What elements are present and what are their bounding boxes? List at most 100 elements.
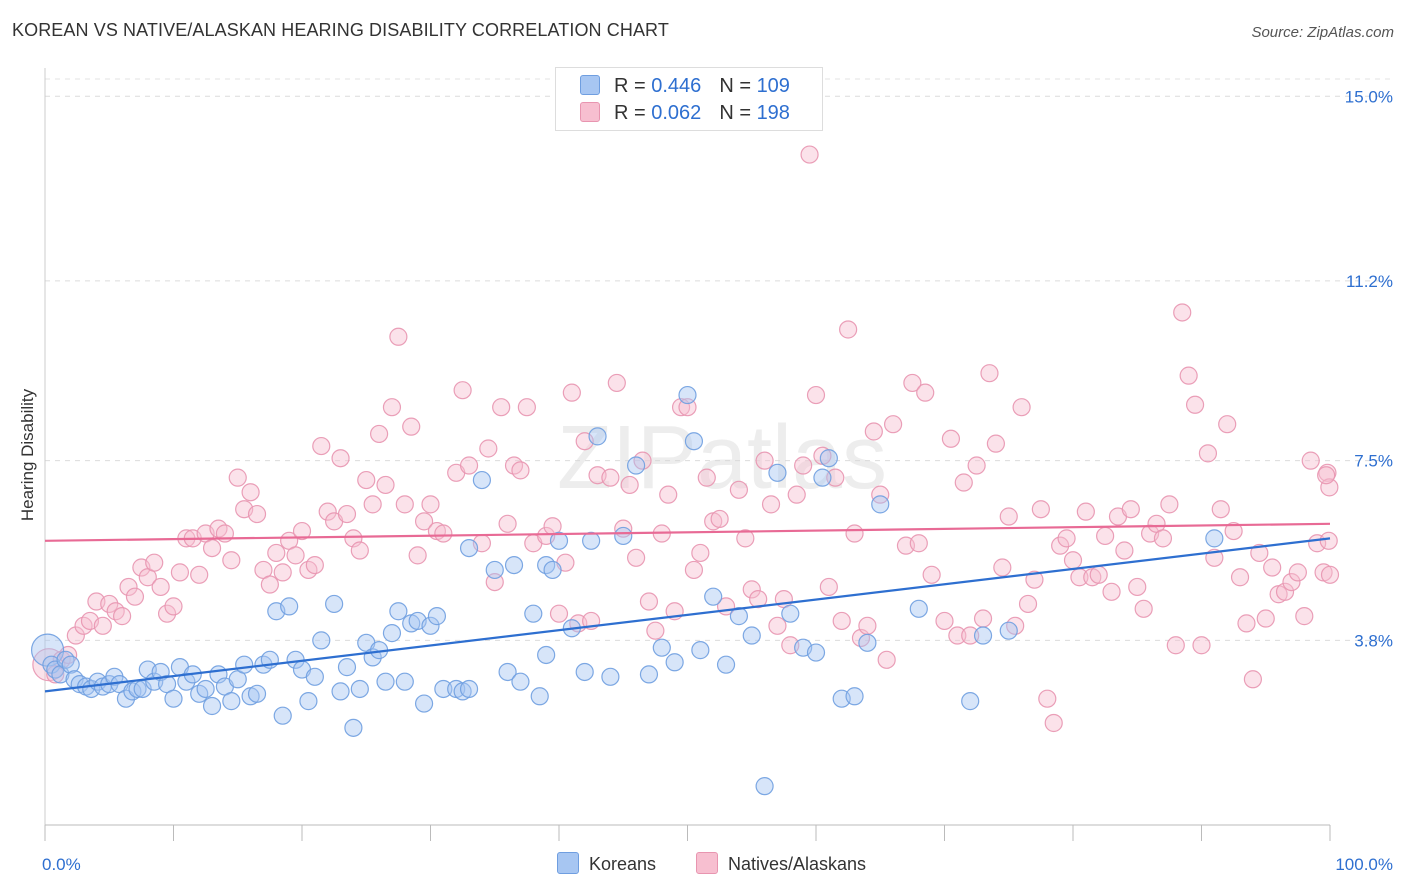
korean-point xyxy=(337,658,357,677)
native-point xyxy=(1250,543,1269,563)
native-point xyxy=(993,558,1012,577)
legend-r-value: 0.446 xyxy=(651,75,702,97)
native-point xyxy=(1295,607,1314,626)
native-point xyxy=(877,650,896,669)
korean-point xyxy=(427,607,447,626)
trend-lines xyxy=(44,522,1331,693)
native-point xyxy=(794,456,813,475)
korean-point xyxy=(813,468,832,487)
native-point xyxy=(607,373,626,393)
native-point xyxy=(646,621,665,640)
korean-point xyxy=(312,631,331,650)
korean-point xyxy=(305,667,324,686)
korean-point xyxy=(909,599,928,618)
native-point xyxy=(787,485,806,504)
legend-row-natives: R = 0.062 N = 198 xyxy=(580,102,790,128)
korean-point xyxy=(858,633,877,652)
y-tick-label: 15.0% xyxy=(1345,87,1393,106)
native-point xyxy=(267,543,286,563)
legend-row-koreans: R = 0.446 N = 109 xyxy=(580,75,790,101)
korean-point xyxy=(1205,529,1224,548)
korean-point xyxy=(691,641,710,660)
native-point xyxy=(498,514,517,533)
watermark: ZIPatlas xyxy=(557,408,887,508)
native-point xyxy=(832,611,851,631)
native-point xyxy=(414,512,434,531)
native-point xyxy=(684,560,704,580)
native-point xyxy=(1288,563,1307,582)
native-point xyxy=(1096,526,1115,546)
korean-point xyxy=(235,655,254,674)
native-point xyxy=(839,320,858,339)
korean-point xyxy=(684,432,704,451)
native-point xyxy=(742,580,761,599)
native-point xyxy=(382,398,402,417)
native-point xyxy=(659,485,678,504)
native-point xyxy=(125,587,145,606)
native-point xyxy=(66,626,85,645)
korean-point xyxy=(376,672,395,691)
native-point xyxy=(93,616,112,635)
korean-point xyxy=(665,653,684,672)
native-point xyxy=(273,563,292,582)
korean-point xyxy=(806,643,826,662)
korean-point xyxy=(614,526,633,546)
korean-point xyxy=(639,665,659,684)
chart-title: KOREAN VS NATIVE/ALASKAN HEARING DISABIL… xyxy=(12,20,669,40)
native-point xyxy=(1173,303,1192,322)
native-point xyxy=(941,429,961,448)
y-axis-label: Hearing Disability xyxy=(18,388,37,521)
korean-trend-line xyxy=(44,537,1331,693)
native-point xyxy=(119,577,138,597)
native-point xyxy=(1128,577,1147,597)
korean-point xyxy=(543,560,562,580)
native-point xyxy=(1218,415,1237,434)
korean-point xyxy=(421,616,440,635)
native-point xyxy=(1160,495,1179,514)
korean-point xyxy=(588,427,607,446)
korean-point xyxy=(524,604,543,623)
native-point xyxy=(973,609,993,628)
native-point xyxy=(286,546,305,565)
y-tick-labels: 3.8% 7.5% 11.2% 15.0% xyxy=(1345,87,1393,650)
native-point xyxy=(511,461,530,480)
legend-r-value: 0.062 xyxy=(651,102,702,124)
native-point xyxy=(768,616,787,635)
native-point xyxy=(1263,558,1282,577)
native-point xyxy=(871,485,890,504)
korean-point xyxy=(61,655,80,674)
native-point xyxy=(1025,570,1044,589)
legend-swatch-natives xyxy=(580,102,600,122)
native-point xyxy=(639,592,659,611)
native-point xyxy=(1076,502,1095,521)
bottom-legend-label-koreans: Koreans xyxy=(589,854,657,874)
native-point xyxy=(312,436,331,456)
native-point xyxy=(479,439,498,458)
korean-point xyxy=(755,777,774,796)
native-point xyxy=(761,495,781,514)
native-point xyxy=(736,529,755,548)
x-tick-label-max: 100.0% xyxy=(1335,855,1393,874)
native-point xyxy=(749,589,768,609)
native-point xyxy=(948,626,967,645)
source-label: Source: ZipAtlas.com xyxy=(1251,24,1394,41)
native-point xyxy=(1051,536,1070,555)
native-point xyxy=(363,495,382,514)
legend-n-value: 198 xyxy=(756,102,790,124)
native-point xyxy=(549,604,569,623)
bottom-legend-label-natives: Natives/Alaskans xyxy=(728,854,867,874)
korean-point xyxy=(434,679,453,699)
korean-point xyxy=(395,672,414,691)
native-point xyxy=(151,577,170,597)
native-point xyxy=(1153,529,1173,548)
native-point xyxy=(691,543,710,563)
legend-n-label: N = xyxy=(719,75,751,97)
korean-point xyxy=(652,638,671,657)
korean-point xyxy=(845,687,864,706)
native-point xyxy=(1102,582,1121,601)
native-point xyxy=(260,575,279,594)
native-trend-line xyxy=(44,522,1331,542)
korean-point xyxy=(485,560,504,580)
native-point xyxy=(916,383,935,402)
